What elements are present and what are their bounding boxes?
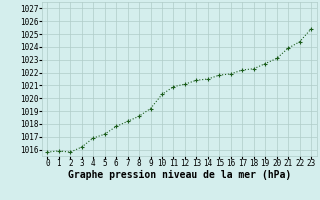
X-axis label: Graphe pression niveau de la mer (hPa): Graphe pression niveau de la mer (hPa)	[68, 170, 291, 180]
